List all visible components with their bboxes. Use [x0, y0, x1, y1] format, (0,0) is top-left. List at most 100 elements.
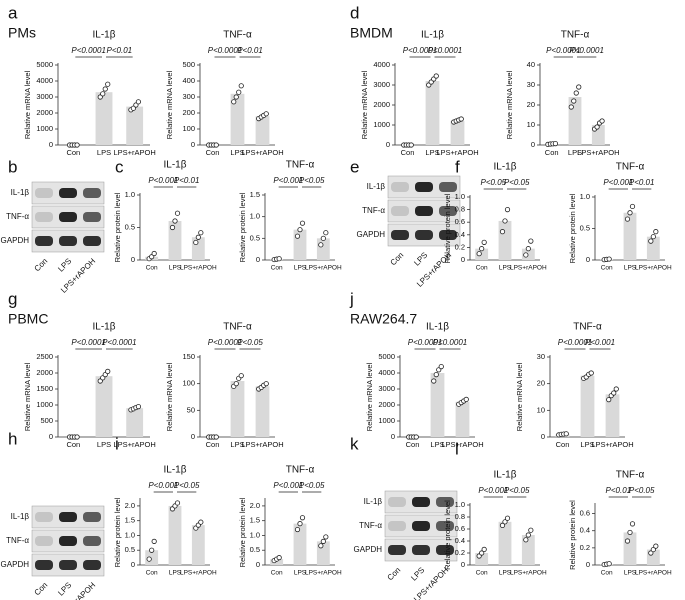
y-tick-label: 3000	[378, 384, 395, 393]
data-point	[624, 216, 631, 222]
x-tick-label: Con	[545, 148, 559, 157]
y-tick-label: 0.4	[580, 526, 590, 535]
y-tick-label: 0.5	[125, 545, 135, 554]
data-point	[606, 256, 612, 262]
blot-band	[436, 545, 454, 555]
blot-row-label: TNF-α	[6, 212, 29, 221]
data-point	[481, 239, 487, 245]
blot-band	[439, 206, 457, 216]
blot-band	[412, 521, 430, 531]
y-tick-label: 0	[49, 140, 53, 149]
blot-row-label: GAPDH	[357, 230, 386, 239]
y-tick-label: 400	[182, 76, 195, 85]
blot-band	[83, 560, 101, 570]
significance-label: P<0.01	[237, 46, 263, 55]
data-point	[504, 207, 511, 213]
y-tick-label: 1500	[36, 384, 53, 393]
data-point	[74, 434, 80, 440]
bar	[521, 535, 535, 565]
x-tick-label: LPS	[294, 265, 307, 272]
y-tick-label: 2000	[36, 368, 53, 377]
chart-title: TNF-α	[286, 465, 315, 476]
y-tick-label: 100	[182, 124, 195, 133]
x-tick-label: LPS	[97, 148, 111, 157]
y-axis-label: Relative protein level	[238, 192, 247, 262]
y-tick-label: 1.0	[250, 530, 260, 539]
y-tick-label: 0	[531, 140, 535, 149]
y-tick-label: 0.5	[580, 223, 590, 232]
data-point	[599, 118, 605, 124]
significance-label: P<0.05	[174, 481, 200, 490]
y-tick-label: 30	[537, 352, 545, 361]
blot-band	[388, 545, 406, 555]
blot-row-label: GAPDH	[1, 236, 30, 245]
y-tick-label: 0.4	[455, 536, 465, 545]
data-point	[573, 90, 579, 96]
data-point	[149, 547, 155, 553]
data-point	[236, 89, 242, 95]
data-point	[105, 81, 111, 87]
data-point	[528, 527, 534, 533]
bar	[568, 97, 582, 145]
blot-band	[35, 512, 53, 522]
data-point	[606, 397, 612, 403]
blot-band	[388, 497, 406, 507]
data-point	[102, 86, 108, 92]
y-tick-label: 0	[461, 560, 465, 569]
y-tick-label: 3000	[36, 92, 53, 101]
significance-label: P<0.001	[273, 176, 303, 185]
y-tick-label: 4000	[378, 368, 395, 377]
y-tick-label: 0.5	[250, 233, 260, 242]
blot-band	[415, 182, 433, 192]
blot-row-label: IL-1β	[364, 497, 383, 506]
blot-band	[412, 497, 430, 507]
y-tick-label: 2000	[36, 108, 53, 117]
bar	[450, 121, 465, 145]
y-tick-label: 0	[391, 432, 395, 441]
data-point	[552, 141, 559, 147]
x-tick-label: LPS	[430, 440, 444, 449]
significance-label: P<0.0001	[433, 338, 467, 347]
y-tick-label: 0	[131, 255, 135, 264]
y-tick-label: 1.0	[455, 192, 465, 201]
bar	[168, 505, 182, 565]
data-point	[318, 543, 324, 549]
data-point	[169, 224, 176, 231]
bar	[191, 525, 205, 565]
y-tick-label: 40	[527, 60, 535, 69]
x-tick-label: LPS	[499, 570, 512, 577]
data-point	[611, 390, 617, 396]
data-point	[195, 234, 201, 240]
data-point	[413, 434, 419, 440]
significance-label: P<0.05	[504, 486, 530, 495]
y-tick-label: 200	[182, 108, 195, 117]
y-tick-label: 2500	[36, 352, 53, 361]
blot-lane-label: LPS	[56, 581, 73, 598]
data-point	[198, 519, 204, 525]
y-tick-label: 3000	[373, 80, 390, 89]
data-point	[299, 220, 306, 226]
data-point	[563, 431, 569, 437]
data-point	[233, 381, 239, 387]
x-tick-label: LPS	[97, 440, 111, 449]
bar	[168, 221, 182, 260]
data-point	[263, 111, 269, 117]
data-point	[588, 370, 594, 376]
blot-band	[436, 497, 454, 507]
blot-band	[35, 236, 53, 246]
y-tick-label: 0.5	[125, 222, 135, 231]
x-tick-label: Con	[206, 440, 220, 449]
significance-label: P<0.05	[481, 178, 507, 187]
y-tick-label: 1000	[373, 120, 390, 129]
significance-label: P<0.0001	[428, 46, 462, 55]
data-point	[438, 363, 444, 370]
x-tick-label: LPS	[230, 440, 244, 449]
chart-title: IL-1β	[494, 162, 517, 173]
bar	[126, 106, 144, 145]
bar	[623, 532, 637, 565]
y-axis-label: Relative protein level	[113, 497, 122, 567]
y-tick-label: 0	[586, 255, 590, 264]
blot-band	[59, 512, 77, 522]
data-point	[320, 235, 326, 241]
bar	[623, 212, 637, 260]
